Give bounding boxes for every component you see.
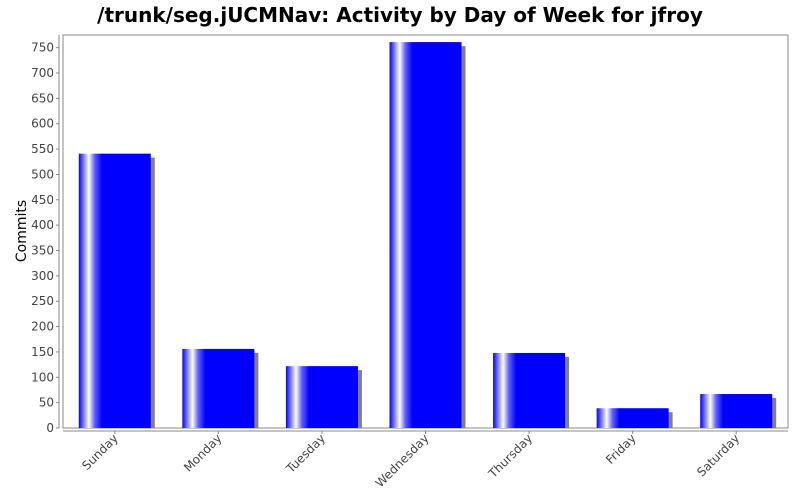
x-tick-label-monday: Monday <box>181 431 224 474</box>
x-tick-label-tuesday: Tuesday <box>283 431 328 476</box>
y-tick-label: 350 <box>31 244 54 258</box>
x-tick-label-saturday: Saturday <box>694 431 742 479</box>
x-tick-label-sunday: Sunday <box>79 431 121 473</box>
bar-tuesday <box>285 366 358 428</box>
bar-thursday <box>493 352 566 428</box>
chart-title: /trunk/seg.jUCMNav: Activity by Day of W… <box>97 3 703 27</box>
y-tick-label: 700 <box>31 66 54 80</box>
y-axis-label: Commits <box>14 200 30 262</box>
bar-saturday <box>700 394 773 428</box>
x-tick-label-wednesday: Wednesday <box>373 431 432 490</box>
y-axis: 0 50 100 150 200 250 300 350 400 450 500 550 600 650 7… <box>31 35 60 435</box>
bar-friday <box>596 408 669 428</box>
bar-sunday <box>78 153 151 428</box>
y-tick-label: 50 <box>39 396 54 410</box>
y-tick-label: 0 <box>46 421 54 435</box>
y-tick-label: 500 <box>31 167 54 181</box>
x-tick-label-thursday: Thursday <box>485 431 535 481</box>
y-tick-label: 100 <box>31 370 54 384</box>
bars <box>78 42 777 428</box>
y-tick-label: 550 <box>31 142 54 156</box>
x-axis: Sunday Monday Tuesday Wednesday Thursday Frid… <box>63 430 788 490</box>
bar-monday <box>182 348 255 428</box>
y-tick-label: 150 <box>31 345 54 359</box>
y-tick-label: 600 <box>31 117 54 131</box>
y-tick-label: 200 <box>31 320 54 334</box>
bar-wednesday <box>389 42 462 428</box>
y-tick-label: 300 <box>31 269 54 283</box>
y-tick-label: 750 <box>31 41 54 55</box>
x-tick-label-friday: Friday <box>603 431 639 467</box>
y-tick-label: 400 <box>31 218 54 232</box>
y-tick-label: 250 <box>31 294 54 308</box>
y-tick-label: 450 <box>31 193 54 207</box>
y-tick-label: 650 <box>31 91 54 105</box>
